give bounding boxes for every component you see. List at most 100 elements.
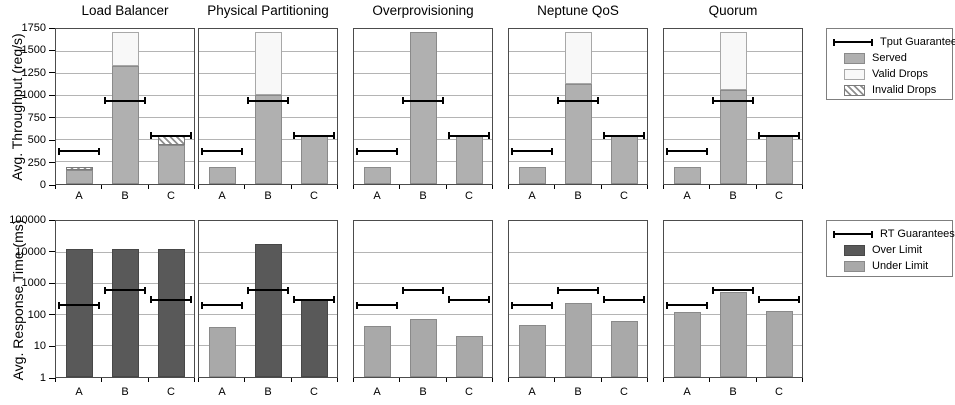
x-tick-label: C bbox=[465, 190, 473, 202]
x-tick-label: B bbox=[574, 386, 582, 398]
bar-served-a bbox=[518, 167, 546, 184]
gridline bbox=[354, 251, 492, 253]
y-tick-mark bbox=[49, 184, 55, 186]
bar-served-b bbox=[719, 90, 747, 184]
x-tick-mark bbox=[399, 378, 401, 382]
bar-served-c bbox=[300, 136, 328, 184]
legend-label: Valid Drops bbox=[872, 68, 929, 80]
under-swatch bbox=[844, 260, 865, 272]
x-tick-label: C bbox=[620, 190, 628, 202]
x-tick-mark bbox=[755, 378, 757, 382]
legend-item-valid-drops: Valid Drops bbox=[831, 66, 948, 82]
y-tick-label: 100 bbox=[27, 308, 46, 321]
y-tick-label: 750 bbox=[27, 111, 46, 124]
panel-response_time-load-balancer bbox=[55, 220, 195, 378]
x-tick-mark bbox=[198, 185, 199, 189]
x-tick-mark bbox=[554, 185, 556, 189]
guarantee-line bbox=[104, 97, 146, 105]
x-tick-label: A bbox=[683, 190, 691, 202]
x-tick-mark bbox=[290, 378, 292, 382]
y-tick-label: 250 bbox=[27, 156, 46, 169]
guarantee-line bbox=[356, 147, 398, 155]
bar-under-b bbox=[409, 318, 437, 377]
x-tick-mark bbox=[492, 378, 493, 382]
guarantee-line bbox=[758, 132, 800, 140]
guarantee-line bbox=[104, 286, 146, 294]
panel-title: Load Balancer bbox=[81, 3, 169, 18]
guarantee-line bbox=[150, 296, 192, 304]
x-tick-mark bbox=[647, 185, 648, 189]
guarantee-line bbox=[557, 97, 599, 105]
served-swatch bbox=[844, 52, 865, 64]
x-tick-label: A bbox=[373, 190, 381, 202]
y-tick-label: 1250 bbox=[21, 66, 46, 79]
x-tick-label: A bbox=[75, 190, 83, 202]
legend-item-rt-guarantees: RT Guarantees bbox=[831, 226, 955, 242]
y-tick-mark bbox=[49, 27, 55, 29]
x-tick-label: C bbox=[310, 190, 318, 202]
x-tick-mark bbox=[337, 185, 338, 189]
x-tick-label: C bbox=[775, 190, 783, 202]
y-tick-label: 1500 bbox=[21, 44, 46, 57]
bar-under-a bbox=[673, 311, 701, 377]
x-tick-label: B bbox=[729, 386, 737, 398]
panel-response_time-physical-partitioning bbox=[198, 220, 338, 378]
legend-throughput: Tput Guarantee Served Valid Drops Invalid D… bbox=[826, 28, 955, 100]
x-tick-mark bbox=[194, 185, 195, 189]
guarantee-line bbox=[448, 132, 490, 140]
y-tick-mark bbox=[49, 377, 55, 379]
bar-under-c bbox=[455, 336, 483, 377]
x-tick-mark bbox=[554, 378, 556, 382]
x-tick-label: A bbox=[75, 386, 83, 398]
x-tick-mark bbox=[709, 378, 711, 382]
bar-over-c bbox=[300, 299, 328, 377]
guarantee-line-symbol bbox=[833, 230, 873, 238]
legend-item-under-limit: Under Limit bbox=[831, 258, 948, 274]
x-tick-label: B bbox=[419, 386, 427, 398]
x-tick-label: B bbox=[264, 386, 272, 398]
x-tick-mark bbox=[353, 378, 354, 382]
bar-under-b bbox=[564, 302, 592, 377]
y-tick-mark bbox=[49, 72, 55, 74]
guarantee-line bbox=[356, 301, 398, 309]
x-tick-label: B bbox=[264, 190, 272, 202]
bar-served-b bbox=[111, 66, 139, 184]
y-tick-mark bbox=[49, 139, 55, 141]
y-tick-label: 1000 bbox=[21, 89, 46, 102]
guarantee-line bbox=[293, 132, 335, 140]
x-tick-mark bbox=[147, 185, 149, 189]
bar-valid-b bbox=[111, 31, 139, 67]
bar-served-c bbox=[455, 136, 483, 184]
bar-under-c bbox=[765, 311, 793, 377]
y-tick-label: 500 bbox=[27, 134, 46, 147]
guarantee-line bbox=[402, 97, 444, 105]
gridline bbox=[354, 314, 492, 316]
x-tick-mark bbox=[663, 185, 664, 189]
x-tick-label: C bbox=[620, 386, 628, 398]
x-tick-label: A bbox=[683, 386, 691, 398]
y-tick-label: 1 bbox=[39, 372, 46, 384]
y-tick-label: 1750 bbox=[21, 22, 46, 34]
x-tick-mark bbox=[600, 185, 602, 189]
bar-valid-b bbox=[254, 31, 282, 96]
bar-served-c bbox=[765, 136, 793, 184]
y-tick-mark bbox=[49, 251, 55, 253]
bar-served-a bbox=[65, 170, 93, 184]
bar-under-c bbox=[610, 321, 638, 377]
x-tick-mark bbox=[353, 185, 354, 189]
legend-label: Served bbox=[872, 52, 907, 64]
x-tick-mark bbox=[663, 378, 664, 382]
guarantee-line bbox=[712, 286, 754, 294]
over-swatch bbox=[844, 244, 865, 256]
guarantee-line bbox=[201, 301, 243, 309]
x-tick-mark bbox=[755, 185, 757, 189]
x-tick-label: C bbox=[167, 190, 175, 202]
x-tick-mark bbox=[802, 378, 803, 382]
gridline bbox=[509, 251, 647, 253]
x-tick-mark bbox=[445, 185, 447, 189]
panel-response_time-overprovisioning bbox=[353, 220, 493, 378]
legend-label: Under Limit bbox=[872, 260, 929, 272]
legend-label: Tput Guarantee bbox=[880, 36, 955, 48]
y-tick-mark bbox=[49, 282, 55, 284]
y-tick-mark bbox=[49, 162, 55, 164]
